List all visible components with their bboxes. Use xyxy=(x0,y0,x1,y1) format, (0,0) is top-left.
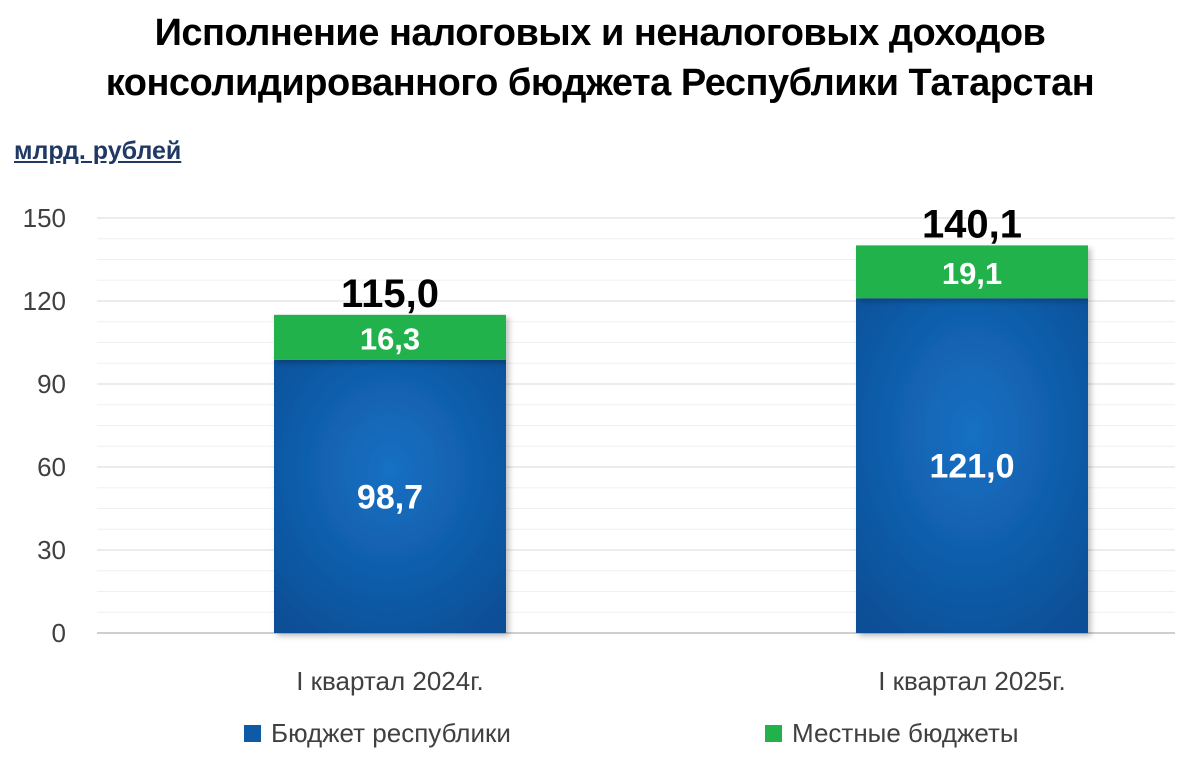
legend-item-local-budgets: Местные бюджеты xyxy=(765,718,1019,749)
bar-local-budgets-1 xyxy=(856,245,1088,299)
data-label-republic-budget-1: 121,0 xyxy=(929,448,1014,486)
data-label-republic-budget-0: 98,7 xyxy=(357,478,423,516)
y-axis-unit-label: млрд. рублей xyxy=(14,137,182,165)
legend-swatch-local-budgets xyxy=(765,725,782,742)
chart-title-line-2: консолидированного бюджета Республики Та… xyxy=(105,62,1095,104)
bar-republic-budget-1 xyxy=(856,298,1088,633)
data-labels: 98,7 16,3 115,0 121,0 19,1 140,1 xyxy=(341,202,1022,516)
chart-title: Исполнение налоговых и неналоговых доход… xyxy=(0,8,1200,108)
legend-swatch-republic-budget xyxy=(244,725,261,742)
data-label-local-budgets-1: 19,1 xyxy=(942,256,1002,291)
bar-local-budgets-0 xyxy=(274,314,506,360)
x-tick-label-1: I квартал 2025г. xyxy=(878,666,1066,696)
legend-label-local-budgets: Местные бюджеты xyxy=(792,718,1019,748)
y-tick-label-30: 30 xyxy=(37,535,66,565)
data-label-local-budgets-0: 16,3 xyxy=(360,321,420,356)
y-tick-label-60: 60 xyxy=(37,452,66,482)
legend: Бюджет республики Местные бюджеты xyxy=(0,718,1200,758)
y-tick-label-0: 0 xyxy=(52,618,66,648)
total-label-1: 140,1 xyxy=(922,202,1022,246)
total-label-0: 115,0 xyxy=(341,272,439,316)
x-tick-label-0: I квартал 2024г. xyxy=(296,666,484,696)
y-tick-label-120: 120 xyxy=(23,286,66,316)
y-axis-ticks: 0 30 60 90 120 150 xyxy=(23,203,66,648)
stacked-bar-chart: 0 30 60 90 120 150 98,7 16,3 115,0 121,0 19,1 140,… xyxy=(23,202,1175,696)
bars xyxy=(274,245,1088,633)
y-tick-label-90: 90 xyxy=(37,369,66,399)
x-axis-ticks: I квартал 2024г. I квартал 2025г. xyxy=(296,666,1066,696)
chart-title-line-1: Исполнение налоговых и неналоговых доход… xyxy=(154,12,1046,54)
bar-republic-budget-0 xyxy=(274,359,506,633)
legend-label-republic-budget: Бюджет республики xyxy=(271,718,511,748)
y-tick-label-150: 150 xyxy=(23,203,66,233)
legend-item-republic-budget: Бюджет республики xyxy=(244,718,511,749)
